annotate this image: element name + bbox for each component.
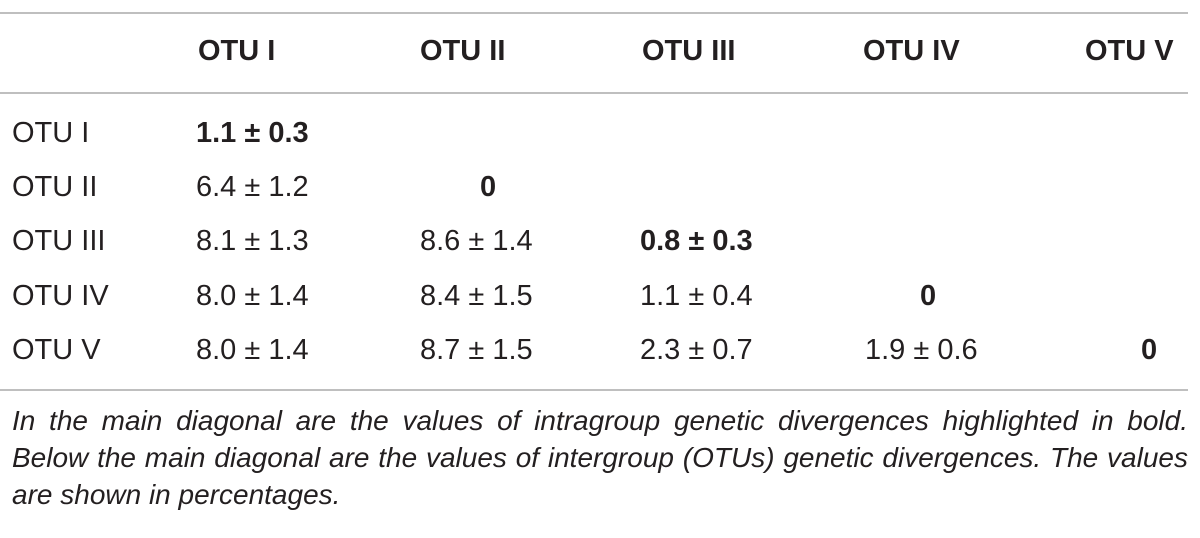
table-cell: 1.1 ± 0.4 xyxy=(640,280,753,312)
column-header-otu-4: OTU IV xyxy=(863,35,960,67)
table-header-rule xyxy=(0,92,1188,94)
table-cell: 8.0 ± 1.4 xyxy=(196,334,309,366)
table-cell: 8.6 ± 1.4 xyxy=(420,225,533,257)
column-header-otu-3: OTU III xyxy=(642,35,736,67)
row-label: OTU II xyxy=(12,171,98,203)
row-label: OTU V xyxy=(12,334,101,366)
table-cell: 2.3 ± 0.7 xyxy=(640,334,753,366)
table-cell: 6.4 ± 1.2 xyxy=(196,171,309,203)
table-footnote: In the main diagonal are the values of i… xyxy=(12,405,1188,510)
column-header-otu-5: OTU V xyxy=(1085,35,1174,67)
column-header-otu-2: OTU II xyxy=(420,35,506,67)
diagonal-cell: 0 xyxy=(920,280,937,312)
diagonal-cell: 0 xyxy=(1141,334,1158,366)
row-label: OTU I xyxy=(12,117,90,149)
table-top-rule xyxy=(0,12,1188,14)
table-cell: 1.9 ± 0.6 xyxy=(865,334,978,366)
table-bottom-rule xyxy=(0,389,1188,391)
table-cell: 8.1 ± 1.3 xyxy=(196,225,309,257)
row-label: OTU IV xyxy=(12,280,109,312)
table-cell: 8.7 ± 1.5 xyxy=(420,334,533,366)
table-cell: 8.4 ± 1.5 xyxy=(420,280,533,312)
diagonal-cell: 1.1 ± 0.3 xyxy=(196,117,309,149)
table-cell: 8.0 ± 1.4 xyxy=(196,280,309,312)
diagonal-cell: 0.8 ± 0.3 xyxy=(640,225,753,257)
row-label: OTU III xyxy=(12,225,106,257)
column-header-otu-1: OTU I xyxy=(198,35,276,67)
diagonal-cell: 0 xyxy=(480,171,497,203)
